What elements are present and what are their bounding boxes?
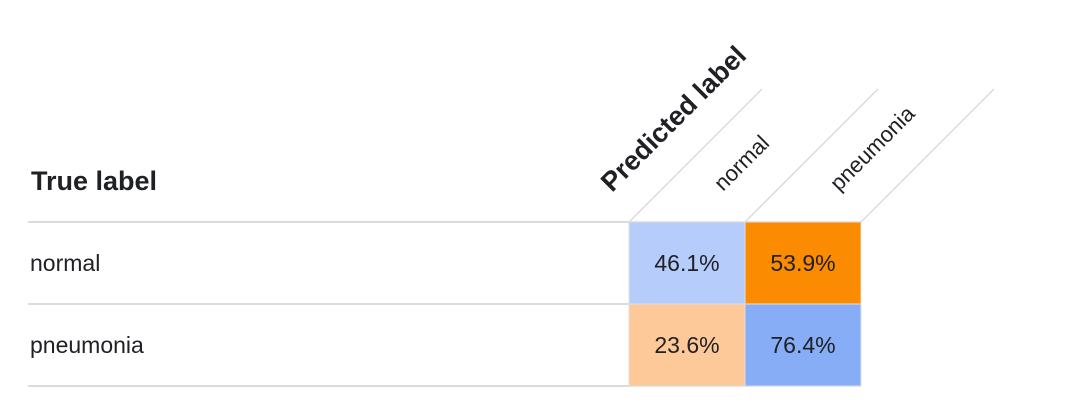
matrix-cell — [744, 221, 862, 305]
cell-value-label: 53.9% — [770, 250, 835, 276]
row-label: normal — [30, 250, 100, 276]
cell-value-label: 46.1% — [654, 250, 719, 276]
cell-value-label: 23.6% — [654, 332, 719, 358]
column-labels: normal pneumonia — [709, 100, 920, 195]
column-diagonal-line — [860, 88, 995, 223]
matrix-cell — [744, 303, 862, 387]
row-labels: normal pneumonia — [30, 250, 144, 358]
row-label: pneumonia — [30, 332, 144, 358]
column-label: pneumonia — [825, 100, 920, 195]
matrix-cells: 46.1% 53.9% 23.6% 76.4% — [628, 221, 862, 387]
row-axis-title: True label — [31, 166, 157, 196]
cell-value-label: 76.4% — [770, 332, 835, 358]
column-diagonal-line — [628, 88, 763, 223]
column-diagonal-line — [744, 88, 879, 223]
column-label: normal — [709, 130, 774, 195]
